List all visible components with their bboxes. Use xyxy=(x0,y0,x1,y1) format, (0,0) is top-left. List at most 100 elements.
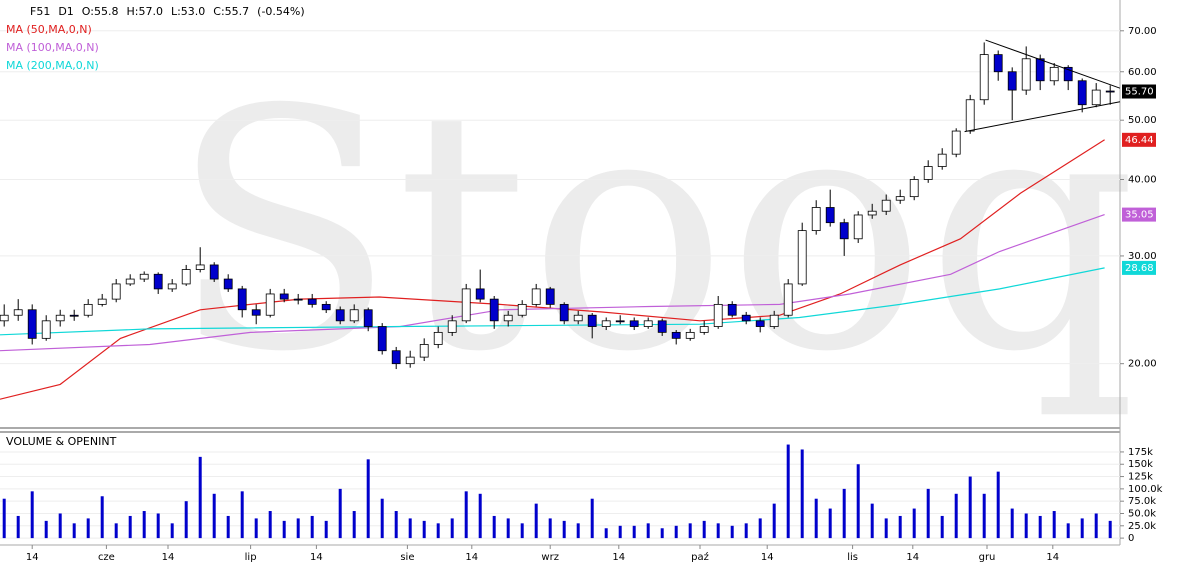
volume-bar xyxy=(1010,508,1014,539)
candle-body xyxy=(601,320,611,327)
value-tag xyxy=(1122,207,1156,222)
volume-bar xyxy=(646,523,650,539)
volume-bar xyxy=(548,518,552,539)
y-tick-label: 70.00 xyxy=(1128,26,1157,37)
volume-bar xyxy=(170,523,174,539)
volume-bar xyxy=(184,501,188,539)
volume-bar xyxy=(72,523,76,539)
candle-body xyxy=(223,278,233,290)
candle-body xyxy=(475,288,485,300)
volume-bar xyxy=(282,520,286,539)
volume-bar xyxy=(604,528,608,539)
y-tick-label: 150k xyxy=(1128,459,1153,470)
value-tag-label: 46.44 xyxy=(1125,135,1154,146)
candle-body xyxy=(1063,66,1073,82)
x-tick-label: lis xyxy=(847,552,858,563)
volume-bar xyxy=(254,518,258,539)
candle-body xyxy=(321,303,331,311)
candle-body xyxy=(1091,89,1101,106)
x-tick-label: 14 xyxy=(612,552,625,563)
y-tick-label: 100.0k xyxy=(1128,484,1163,495)
candle-body xyxy=(545,288,555,305)
volume-bar xyxy=(30,491,34,539)
candle-body xyxy=(615,320,625,323)
volume-bar xyxy=(674,525,678,539)
volume-bar xyxy=(1108,520,1112,539)
volume-bar xyxy=(352,511,356,539)
volume-bar xyxy=(422,520,426,539)
candle-body xyxy=(881,199,891,212)
candle-body xyxy=(209,264,219,280)
x-tick-label: sie xyxy=(400,552,414,563)
y-tick-label: 40.00 xyxy=(1128,174,1157,185)
volume-bar xyxy=(142,511,146,539)
candle-body xyxy=(657,320,667,333)
value-tag xyxy=(1122,260,1156,275)
volume-bar xyxy=(366,459,370,539)
panel-title: VOLUME & OPENINT xyxy=(6,435,117,448)
candle-body xyxy=(237,288,247,311)
volume-bar xyxy=(436,523,440,539)
volume-bar xyxy=(856,464,860,539)
candle-body xyxy=(461,288,471,322)
volume-bar xyxy=(758,518,762,539)
candle-body xyxy=(993,54,1003,73)
candle-body xyxy=(741,314,751,322)
candle-body xyxy=(433,331,443,345)
volume-bar xyxy=(940,515,944,539)
volume-bar xyxy=(772,503,776,539)
candle-body xyxy=(139,273,149,280)
candle-body xyxy=(447,320,457,333)
candle-body xyxy=(755,320,765,327)
volume-bar xyxy=(968,476,972,539)
volume-bar xyxy=(786,444,790,539)
candle-body xyxy=(517,303,527,316)
candle-body xyxy=(377,326,387,352)
y-tick-label: 50.0k xyxy=(1128,508,1156,519)
candle-body xyxy=(405,356,415,365)
y-tick-label: 125k xyxy=(1128,472,1153,483)
volume-bar xyxy=(1094,513,1098,539)
volume-bar xyxy=(688,523,692,539)
x-tick-label: gru xyxy=(979,552,996,563)
candle-body xyxy=(69,314,79,317)
candle-body xyxy=(769,314,779,327)
candle-body xyxy=(41,320,51,339)
value-tag xyxy=(1122,132,1156,147)
candle-body xyxy=(713,303,723,327)
candle-body xyxy=(951,130,961,155)
volume-bar xyxy=(506,518,510,539)
candle-body xyxy=(643,320,653,327)
volume-bar xyxy=(814,498,818,539)
volume-bar xyxy=(310,515,314,539)
volume-bar xyxy=(86,518,90,539)
volume-bar xyxy=(730,525,734,539)
y-tick-label: 0 xyxy=(1128,533,1134,544)
volume-bar xyxy=(240,491,244,539)
x-tick-label: lip xyxy=(245,552,257,563)
volume-bar xyxy=(16,515,20,539)
volume-bar xyxy=(632,525,636,539)
candle-body xyxy=(111,283,121,300)
candle-body xyxy=(391,350,401,365)
candle-body xyxy=(587,314,597,327)
last-price-label: 55.70 xyxy=(1125,87,1154,98)
volume-bar xyxy=(450,518,454,539)
y-tick-label: 175k xyxy=(1128,447,1153,458)
volume-bar xyxy=(100,496,104,539)
volume-bar xyxy=(1052,511,1056,539)
header-field: L:53.0 xyxy=(171,5,205,18)
volume-bar xyxy=(534,503,538,539)
legend-entry: MA (200,MA,0,N) xyxy=(6,59,99,72)
y-tick-label: 30.00 xyxy=(1128,251,1157,262)
x-tick-label: 14 xyxy=(1046,552,1059,563)
ma-line xyxy=(0,214,1105,352)
candle-body xyxy=(531,288,541,305)
volume-bar xyxy=(590,498,594,539)
value-tag-label: 28.68 xyxy=(1125,263,1154,274)
volume-bar xyxy=(1024,513,1028,539)
volume-bar xyxy=(562,520,566,539)
volume-bar xyxy=(702,520,706,539)
candle-body xyxy=(853,214,863,240)
volume-bar xyxy=(884,518,888,539)
